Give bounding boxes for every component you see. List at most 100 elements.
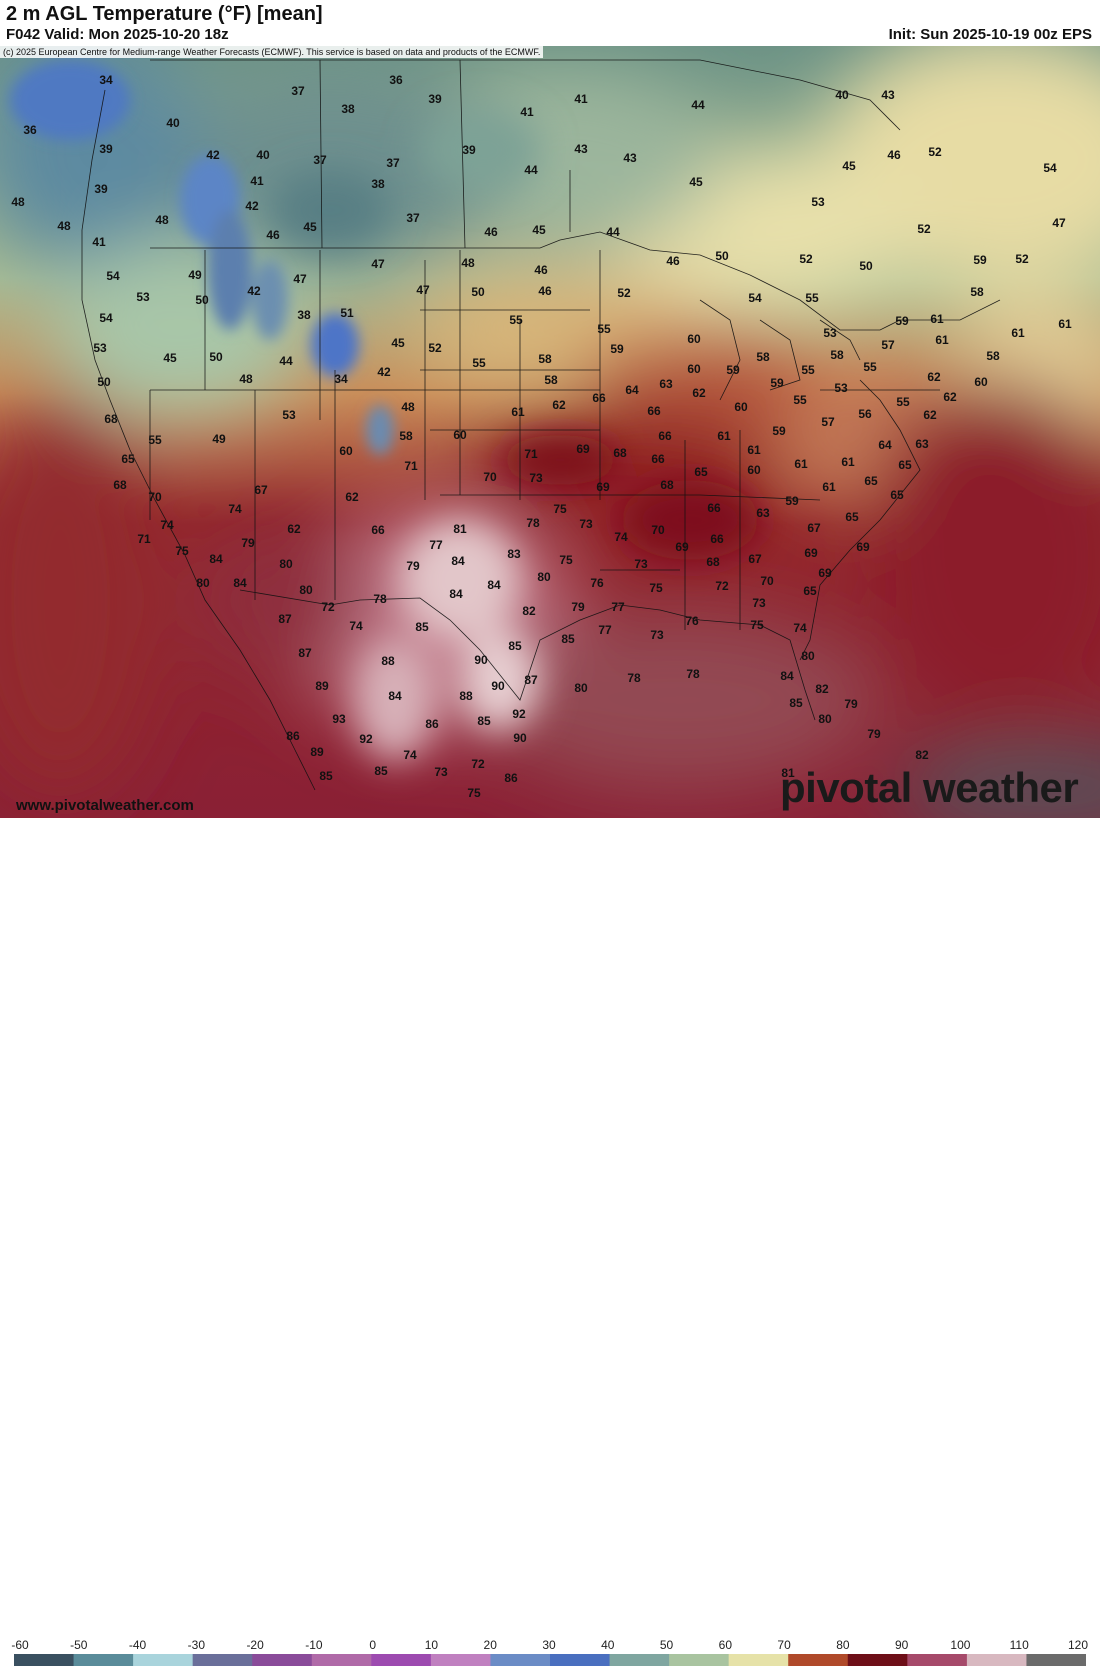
temperature-label: 50 (209, 350, 223, 364)
temperature-label: 36 (23, 123, 37, 137)
colorbar-segment (14, 1654, 75, 1666)
temperature-label: 65 (694, 465, 708, 479)
temperature-label: 56 (858, 407, 872, 421)
temperature-label: 51 (340, 306, 354, 320)
temperature-label: 68 (104, 412, 118, 426)
temperature-label: 45 (163, 351, 177, 365)
colorbar-tick-label: 60 (718, 1638, 733, 1652)
temperature-label: 55 (805, 291, 819, 305)
temperature-label: 69 (675, 540, 689, 554)
temperature-label: 74 (228, 502, 242, 516)
temperature-label: 58 (986, 349, 1000, 363)
colorbar-tick-label: -10 (305, 1638, 323, 1652)
temperature-label: 65 (890, 488, 904, 502)
temperature-label: 73 (434, 765, 448, 779)
temperature-label: 57 (821, 415, 835, 429)
map-title: 2 m AGL Temperature (°F) [mean] (6, 3, 323, 25)
website-link[interactable]: www.pivotalweather.com (16, 797, 194, 814)
temperature-label: 65 (803, 584, 817, 598)
temperature-label: 59 (973, 253, 987, 267)
temperature-label: 48 (57, 219, 71, 233)
temperature-label: 65 (898, 458, 912, 472)
temperature-label: 41 (574, 92, 588, 106)
temperature-label: 47 (371, 257, 385, 271)
temperature-label: 66 (710, 532, 724, 546)
temperature-label: 58 (399, 429, 413, 443)
temperature-label: 82 (915, 748, 929, 762)
temperature-label: 55 (148, 433, 162, 447)
temperature-label: 61 (747, 443, 761, 457)
temperature-label: 59 (785, 494, 799, 508)
temperature-label: 62 (927, 370, 941, 384)
temperature-label: 61 (841, 455, 855, 469)
temperature-label: 54 (1043, 161, 1057, 175)
temperature-label: 88 (459, 689, 473, 703)
temperature-label: 55 (597, 322, 611, 336)
valid-time: F042 Valid: Mon 2025-10-20 18z (6, 26, 229, 43)
temperature-label: 63 (659, 377, 673, 391)
init-time: Init: Sun 2025-10-19 00z EPS (888, 26, 1092, 43)
temperature-label: 69 (576, 442, 590, 456)
temperature-label: 45 (532, 223, 546, 237)
temperature-label: 50 (195, 293, 209, 307)
temperature-label: 66 (707, 501, 721, 515)
temperature-label: 34 (334, 372, 348, 386)
temperature-label: 70 (148, 490, 162, 504)
temperature-label: 53 (93, 341, 107, 355)
temperature-label: 39 (94, 182, 108, 196)
colorbar-tick-label: 100 (950, 1638, 971, 1652)
temperature-label: 87 (524, 673, 538, 687)
colorbar-tick-label: 20 (483, 1638, 497, 1652)
temperature-label: 46 (534, 263, 548, 277)
temperature-label: 64 (625, 383, 639, 397)
colorbar-tick-label: -30 (187, 1638, 205, 1652)
temperature-label: 73 (579, 517, 593, 531)
temperature-label: 53 (823, 326, 837, 340)
temperature-label: 45 (391, 336, 405, 350)
temperature-label: 58 (970, 285, 984, 299)
temperature-label: 45 (303, 220, 317, 234)
temperature-label: 37 (386, 156, 400, 170)
temperature-label: 60 (687, 332, 701, 346)
temperature-label: 57 (881, 338, 895, 352)
colorbar-tick-label: 80 (836, 1638, 850, 1652)
colorbar-tick-label: 110 (1009, 1638, 1029, 1652)
temperature-label: 40 (256, 148, 270, 162)
temperature-label: 59 (726, 363, 740, 377)
temperature-label: 61 (822, 480, 836, 494)
colorbar-segment (371, 1654, 432, 1666)
temperature-label: 84 (487, 578, 501, 592)
temperature-label: 46 (538, 284, 552, 298)
temperature-label: 63 (915, 437, 929, 451)
temperature-label: 75 (559, 553, 573, 567)
temperature-label: 71 (524, 447, 538, 461)
temperature-label: 48 (155, 213, 169, 227)
temperature-label: 79 (867, 727, 881, 741)
temperature-label: 65 (845, 510, 859, 524)
temperature-label: 58 (544, 373, 558, 387)
temperature-label: 37 (406, 211, 420, 225)
temperature-label: 74 (349, 619, 363, 633)
temperature-label: 90 (474, 653, 488, 667)
colorbar-tick-label: 50 (659, 1638, 674, 1652)
temperature-label: 61 (930, 312, 944, 326)
temperature-label: 47 (293, 272, 307, 286)
temperature-label: 74 (160, 518, 174, 532)
temperature-label: 46 (666, 254, 680, 268)
temperature-label: 44 (606, 225, 620, 239)
temperature-label: 78 (373, 592, 387, 606)
temperature-label: 43 (574, 142, 588, 156)
temperature-label: 52 (1015, 252, 1029, 266)
temperature-label: 49 (212, 432, 226, 446)
temperature-label: 75 (553, 502, 567, 516)
temperature-label: 69 (856, 540, 870, 554)
temperature-label: 40 (166, 116, 180, 130)
temperature-label: 45 (842, 159, 856, 173)
temperature-label: 86 (425, 717, 439, 731)
temperature-label: 55 (863, 360, 877, 374)
colorbar-segment (907, 1654, 968, 1666)
temperature-label: 62 (692, 386, 706, 400)
temperature-label: 55 (472, 356, 486, 370)
temperature-label: 45 (689, 175, 703, 189)
temperature-label: 81 (453, 522, 467, 536)
